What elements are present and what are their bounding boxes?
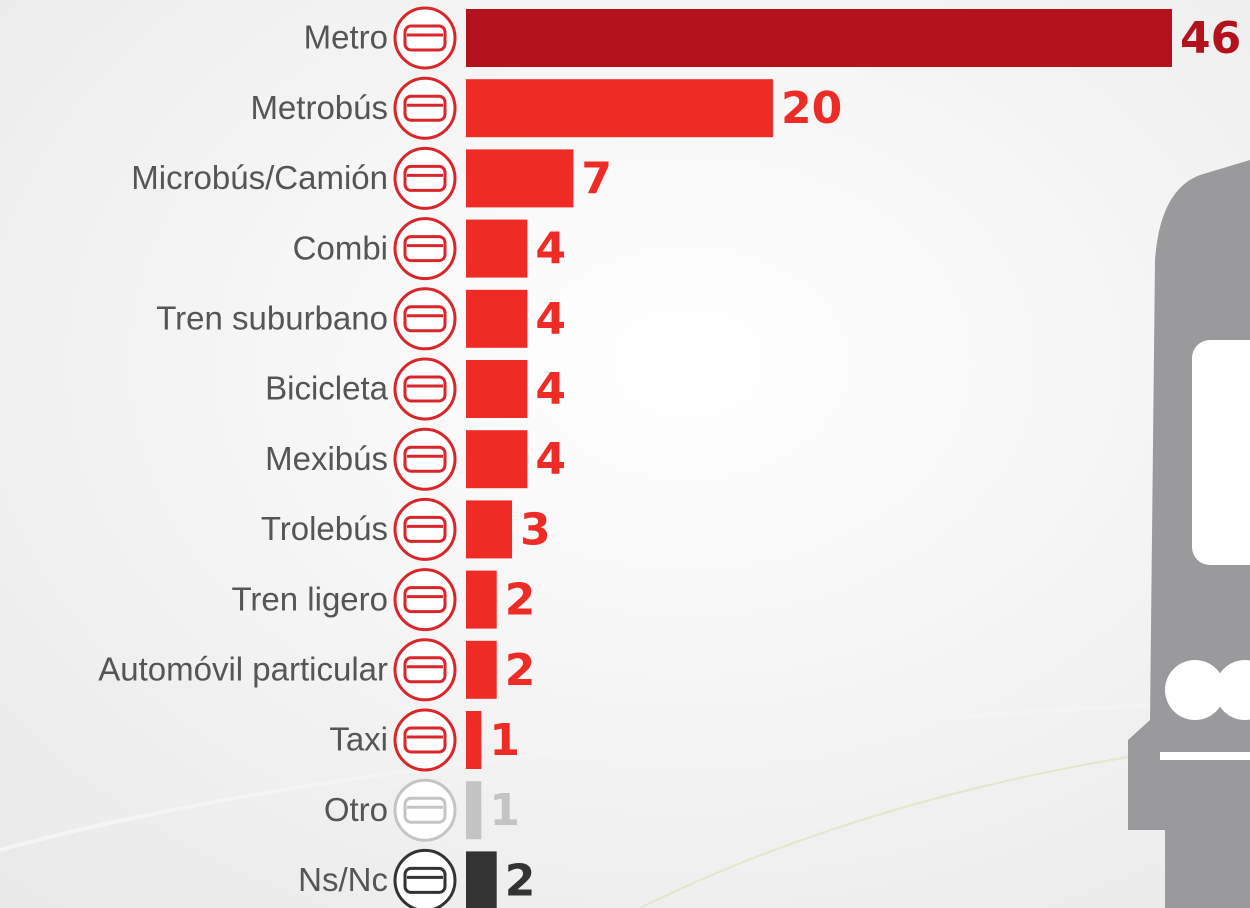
category-label: Tren suburbano xyxy=(156,300,388,337)
value-label: 2 xyxy=(505,575,536,626)
value-label: 3 xyxy=(520,504,551,555)
bar xyxy=(466,500,512,558)
bar xyxy=(466,290,527,348)
category-icon xyxy=(395,148,455,208)
bar xyxy=(466,641,497,699)
value-label: 2 xyxy=(505,645,536,696)
value-label: 7 xyxy=(581,153,612,204)
category-icon xyxy=(395,499,455,559)
category-label: Automóvil particular xyxy=(98,651,388,688)
value-label: 4 xyxy=(535,434,566,485)
category-label: Trolebús xyxy=(261,510,388,547)
bar xyxy=(466,149,573,207)
value-label: 46 xyxy=(1180,13,1241,64)
chart: Metro 46 Metrobús 20 Microbús/Camión 7 Combi 4 T… xyxy=(0,0,1250,908)
category-label: Bicicleta xyxy=(265,370,389,407)
category-icon xyxy=(395,780,455,840)
bar xyxy=(466,430,527,488)
category-icon xyxy=(395,8,455,68)
category-label: Combi xyxy=(293,229,388,266)
bar xyxy=(466,781,481,839)
category-icon xyxy=(395,570,455,630)
value-label: 4 xyxy=(535,294,566,345)
value-label: 4 xyxy=(535,364,566,415)
page: {"chart_data": {"type": "bar", "orientat… xyxy=(0,0,1250,908)
value-label: 1 xyxy=(489,785,520,836)
category-icon xyxy=(395,850,455,908)
category-label: Mexibús xyxy=(265,440,388,477)
category-icon xyxy=(395,429,455,489)
category-icon xyxy=(395,78,455,138)
category-label: Otro xyxy=(324,791,388,828)
category-label: Microbús/Camión xyxy=(131,159,388,196)
bar xyxy=(466,571,497,629)
value-label: 2 xyxy=(505,855,536,906)
bar xyxy=(466,851,497,908)
category-label: Metro xyxy=(304,19,388,56)
value-label: 1 xyxy=(489,715,520,766)
category-icon xyxy=(395,219,455,279)
bar xyxy=(466,711,481,769)
category-label: Metrobús xyxy=(250,89,388,126)
category-icon xyxy=(395,640,455,700)
bar xyxy=(466,9,1172,67)
category-icon xyxy=(395,359,455,419)
category-icon xyxy=(395,289,455,349)
bar xyxy=(466,79,773,137)
value-label: 4 xyxy=(535,224,566,275)
category-icon xyxy=(395,710,455,770)
bar xyxy=(466,360,527,418)
category-label: Ns/Nc xyxy=(298,861,388,898)
bar xyxy=(466,220,527,278)
value-label: 20 xyxy=(781,83,842,134)
category-label: Taxi xyxy=(329,721,388,758)
category-label: Tren ligero xyxy=(231,580,388,617)
